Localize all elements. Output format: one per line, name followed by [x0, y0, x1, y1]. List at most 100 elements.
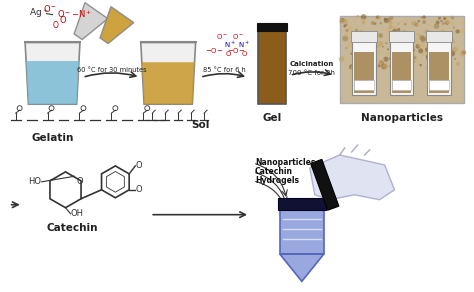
Circle shape [346, 29, 348, 32]
Bar [354, 53, 374, 93]
Circle shape [340, 18, 345, 23]
Circle shape [344, 24, 346, 27]
Bar [340, 16, 465, 103]
Text: Nanoparticles: Nanoparticles [361, 113, 443, 123]
Circle shape [419, 42, 425, 48]
Text: Gel: Gel [262, 113, 282, 123]
Circle shape [357, 46, 360, 48]
Circle shape [398, 48, 403, 53]
Circle shape [430, 60, 436, 65]
Circle shape [445, 20, 449, 25]
Circle shape [402, 30, 407, 35]
Circle shape [386, 17, 391, 22]
Text: Gelatin: Gelatin [31, 133, 74, 143]
Text: O$^-$$-$N$^+$: O$^-$$-$N$^+$ [56, 9, 91, 20]
Text: O: O [135, 185, 142, 194]
Circle shape [435, 65, 438, 69]
Circle shape [440, 46, 446, 51]
Circle shape [391, 46, 395, 50]
Circle shape [390, 47, 395, 53]
Circle shape [347, 26, 353, 31]
Circle shape [355, 29, 358, 32]
Circle shape [370, 64, 375, 69]
Circle shape [384, 18, 387, 20]
Circle shape [398, 39, 403, 44]
Circle shape [443, 39, 449, 45]
Circle shape [440, 20, 443, 22]
Circle shape [372, 33, 375, 36]
Text: Hydrogels: Hydrogels [255, 176, 299, 185]
Text: Catechin: Catechin [255, 167, 293, 176]
Text: O: O [76, 177, 83, 186]
Bar [258, 31, 286, 104]
Circle shape [359, 30, 364, 34]
Circle shape [424, 29, 429, 35]
Circle shape [460, 51, 465, 56]
Circle shape [356, 49, 361, 54]
Circle shape [426, 55, 432, 61]
Text: O: O [241, 51, 246, 58]
Circle shape [418, 48, 423, 53]
Circle shape [426, 53, 431, 59]
Polygon shape [310, 155, 394, 200]
Circle shape [397, 28, 401, 31]
Circle shape [454, 58, 456, 60]
Circle shape [376, 45, 379, 47]
Circle shape [347, 42, 353, 47]
Circle shape [344, 19, 348, 24]
Circle shape [377, 46, 379, 48]
Circle shape [433, 36, 439, 41]
Circle shape [400, 20, 402, 23]
Circle shape [434, 47, 439, 52]
Text: Sol: Sol [191, 120, 210, 130]
Circle shape [380, 22, 382, 25]
Circle shape [412, 48, 415, 52]
Circle shape [378, 33, 382, 37]
Circle shape [404, 23, 407, 26]
Bar [392, 53, 411, 93]
Text: N$^+$: N$^+$ [238, 39, 250, 50]
Circle shape [417, 23, 420, 27]
Circle shape [453, 27, 455, 29]
Text: O$^-$: O$^-$ [44, 3, 58, 14]
Circle shape [339, 56, 344, 62]
Circle shape [361, 18, 365, 22]
Circle shape [366, 41, 371, 46]
Circle shape [356, 25, 358, 27]
Polygon shape [141, 43, 196, 104]
Circle shape [420, 36, 426, 41]
Circle shape [441, 29, 445, 33]
Circle shape [450, 49, 453, 52]
Circle shape [443, 16, 448, 21]
Circle shape [374, 61, 377, 64]
Text: O: O [225, 51, 231, 58]
Circle shape [425, 47, 429, 52]
Circle shape [443, 17, 446, 20]
Circle shape [390, 64, 394, 69]
Text: 85 °C for 6 h: 85 °C for 6 h [203, 67, 246, 73]
Bar [280, 210, 324, 254]
Circle shape [392, 29, 398, 34]
Text: 700 °C for 2h: 700 °C for 2h [288, 70, 335, 76]
Circle shape [374, 58, 376, 61]
Circle shape [414, 22, 419, 27]
Text: $-$O$-$: $-$O$-$ [227, 46, 245, 55]
Circle shape [456, 62, 460, 66]
Circle shape [436, 43, 440, 46]
Circle shape [370, 46, 373, 48]
Circle shape [400, 59, 405, 64]
Circle shape [388, 21, 392, 25]
Circle shape [383, 57, 389, 62]
Bar [427, 31, 452, 43]
Circle shape [461, 21, 465, 25]
Bar [429, 80, 449, 90]
Circle shape [346, 24, 348, 26]
Text: 60 °C for 30 minutes: 60 °C for 30 minutes [77, 67, 146, 73]
Circle shape [438, 41, 442, 46]
Bar [429, 53, 449, 93]
Text: HO: HO [28, 177, 42, 186]
Circle shape [390, 64, 394, 69]
Circle shape [364, 34, 369, 40]
Circle shape [438, 38, 443, 43]
Circle shape [445, 48, 447, 50]
